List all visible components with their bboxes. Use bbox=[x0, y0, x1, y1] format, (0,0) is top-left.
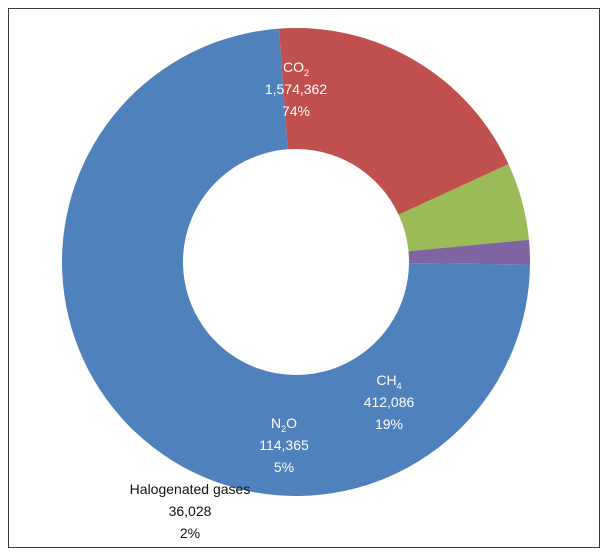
slice-value-co2: 1,574,362 bbox=[265, 81, 327, 97]
slice-value-ch4: 412,086 bbox=[364, 394, 415, 410]
slice-percent-co2: 74% bbox=[282, 103, 310, 119]
slice-percent-halogenated-gases: 2% bbox=[180, 525, 200, 541]
slice-co2 bbox=[62, 28, 530, 497]
slice-name-halogenated-gases: Halogenated gases bbox=[130, 481, 251, 497]
labels-group: CO2 1,574,362 74% CH4 412,086 19% N2O 114,365 5%… bbox=[130, 59, 415, 541]
slice-value-halogenated-gases: 36,028 bbox=[169, 503, 212, 519]
slice-n2o bbox=[398, 164, 529, 252]
slices-group bbox=[62, 28, 531, 497]
slice-halogenated-gases bbox=[408, 239, 531, 265]
slice-percent-n2o: 5% bbox=[274, 459, 294, 475]
slice-ch4 bbox=[279, 28, 509, 215]
slice-name-co2: CO2 bbox=[283, 59, 309, 78]
slice-name-ch4: CH4 bbox=[376, 372, 401, 391]
slice-value-n2o: 114,365 bbox=[259, 437, 309, 453]
slice-name-n2o: N2O bbox=[271, 415, 297, 434]
slice-percent-ch4: 19% bbox=[375, 416, 403, 432]
